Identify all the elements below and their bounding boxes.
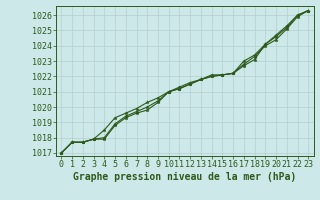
X-axis label: Graphe pression niveau de la mer (hPa): Graphe pression niveau de la mer (hPa) (73, 172, 296, 182)
